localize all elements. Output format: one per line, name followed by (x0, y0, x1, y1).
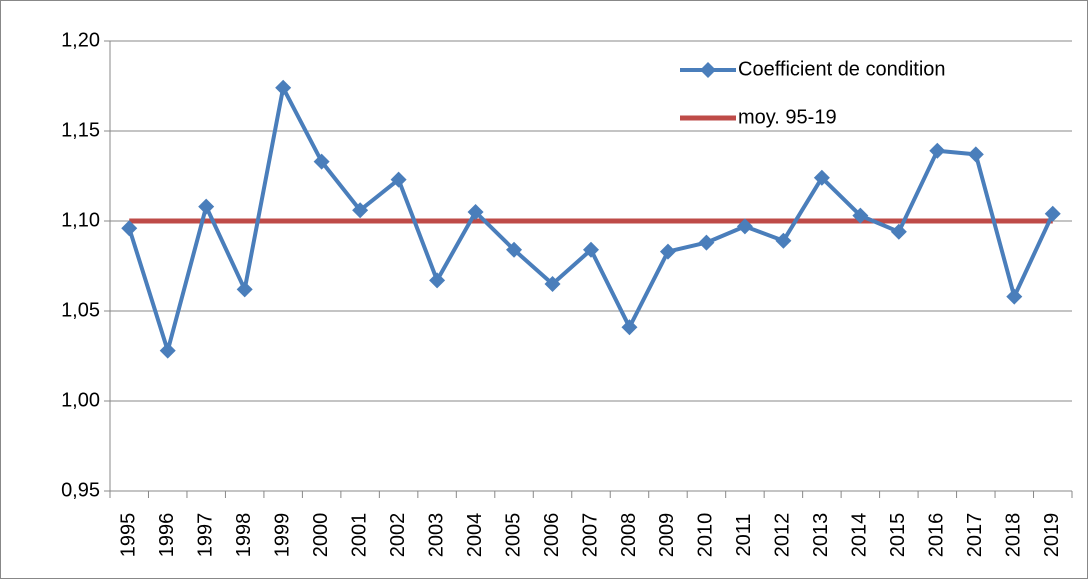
data-point (390, 171, 407, 188)
x-tick-label: 1999 (271, 513, 293, 558)
data-point (313, 153, 330, 170)
data-point (1044, 205, 1061, 222)
data-point (236, 281, 253, 298)
data-point (429, 272, 446, 289)
x-tick-label: 2010 (695, 513, 717, 558)
x-tick-label: 2018 (1003, 513, 1025, 558)
data-point (775, 232, 792, 249)
x-tick-label: 1995 (118, 513, 140, 558)
data-point (198, 198, 215, 215)
x-tick-label: 2007 (579, 513, 601, 558)
data-point (852, 207, 869, 224)
legend-label: moy. 95-19 (738, 106, 837, 128)
x-tick-label: 2002 (387, 513, 409, 558)
data-point (621, 319, 638, 336)
data-point (467, 204, 484, 220)
x-tick-label: 2005 (502, 513, 524, 558)
data-point (121, 220, 138, 237)
y-tick-label: 1,05 (61, 299, 100, 321)
x-tick-label: 1996 (156, 513, 178, 558)
x-tick-label: 2001 (348, 513, 370, 558)
x-tick-label: 1997 (194, 513, 216, 558)
x-tick-label: 2000 (310, 513, 332, 558)
x-tick-label: 2012 (772, 513, 794, 558)
legend-marker (700, 62, 716, 78)
x-tick-label: 2011 (733, 513, 755, 556)
data-point (890, 223, 907, 240)
x-tick-label: 2016 (926, 513, 948, 558)
legend-label: Coefficient de condition (738, 58, 946, 80)
y-tick-label: 1,20 (61, 29, 100, 51)
data-point (159, 342, 176, 359)
data-point (967, 146, 984, 163)
x-tick-label: 2014 (849, 513, 871, 558)
x-tick-label: 2015 (887, 513, 909, 558)
data-point (506, 241, 523, 258)
data-point (352, 202, 369, 219)
y-tick-label: 0,95 (61, 479, 100, 501)
data-point (1006, 288, 1023, 305)
data-point (544, 276, 561, 292)
data-point (275, 79, 292, 96)
data-point (659, 243, 676, 260)
data-point (736, 218, 753, 235)
x-tick-label: 2003 (425, 513, 447, 558)
x-tick-label: 2009 (656, 513, 678, 558)
x-tick-label: 2013 (810, 513, 832, 558)
data-point (698, 234, 715, 251)
x-tick-label: 1998 (233, 513, 255, 558)
data-point (583, 241, 599, 258)
data-point (929, 142, 946, 159)
x-tick-label: 2017 (964, 513, 986, 558)
y-tick-label: 1,15 (61, 119, 100, 141)
y-tick-label: 1,10 (61, 209, 100, 231)
x-tick-label: 2019 (1041, 513, 1063, 558)
x-tick-label: 2006 (541, 513, 563, 558)
y-tick-label: 1,00 (61, 389, 100, 411)
x-tick-label: 2008 (618, 513, 640, 558)
data-point (813, 169, 830, 186)
x-tick-label: 2004 (464, 513, 486, 558)
